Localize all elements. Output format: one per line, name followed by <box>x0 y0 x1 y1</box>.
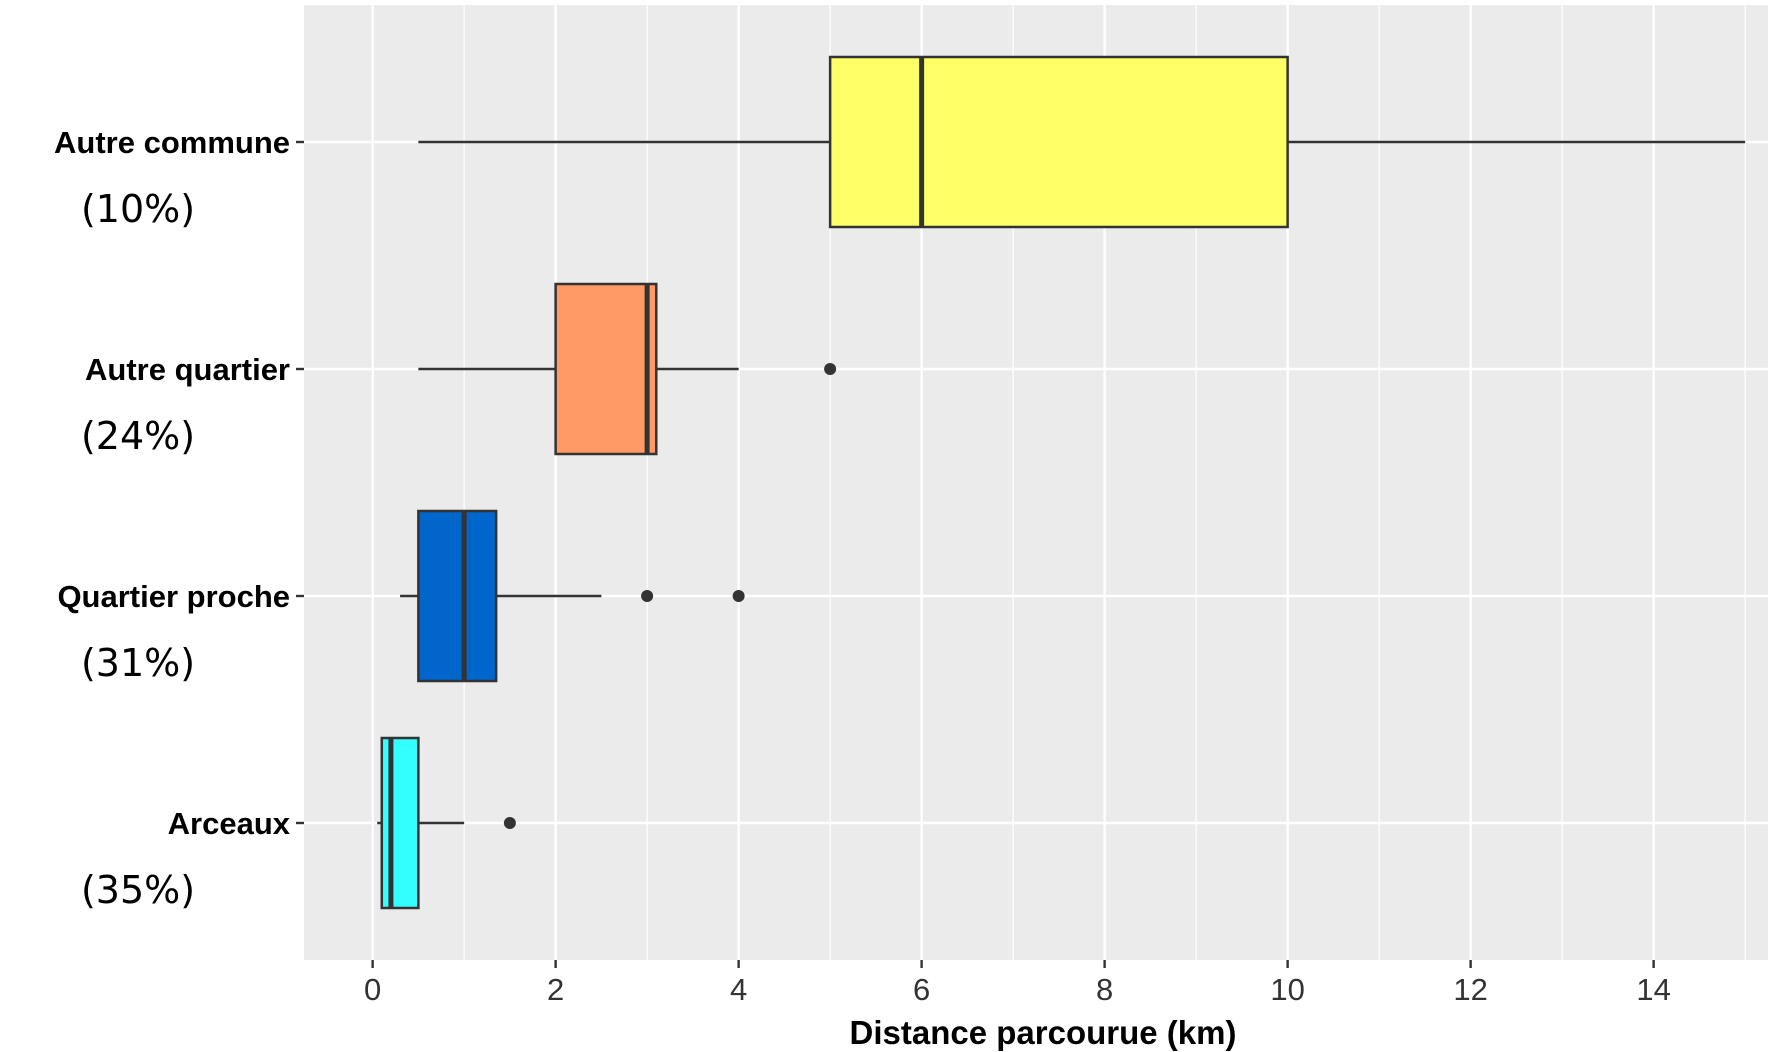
box-autre-quartier <box>418 282 837 456</box>
x-tick-label: 12 <box>1453 972 1487 1007</box>
x-tick-label: 8 <box>1096 972 1113 1007</box>
x-tick-label: 10 <box>1270 972 1304 1007</box>
x-axis: 0 2 4 6 8 10 12 14 <box>364 960 1671 1007</box>
x-tick-label: 4 <box>730 972 747 1007</box>
box-autre-commune <box>418 55 1746 229</box>
category-share-label: (35%) <box>81 868 195 912</box>
category-label: Quartier proche <box>57 579 290 614</box>
category-labels: Autre commune (10%) Autre quartier (24%) Qua… <box>54 125 304 912</box>
category-label: Arceaux <box>168 806 291 841</box>
category-share-label: (10%) <box>81 187 195 231</box>
x-axis-title: Distance parcourue (km) <box>850 1014 1237 1051</box>
category-share-label: (24%) <box>81 414 195 458</box>
outlier-point <box>503 817 516 829</box>
x-tick-label: 14 <box>1636 972 1670 1007</box>
box-quartier-proche <box>400 509 745 683</box>
box-iqr <box>828 55 1289 229</box>
category-label: Autre commune <box>54 125 290 160</box>
x-tick-label: 0 <box>364 972 381 1007</box>
box-iqr <box>554 282 658 456</box>
outlier-point <box>641 590 654 602</box>
box-series <box>377 55 1746 910</box>
outlier-point <box>824 363 837 375</box>
x-tick-label: 6 <box>913 972 930 1007</box>
box-arceaux <box>377 736 516 910</box>
x-tick-label: 2 <box>547 972 564 1007</box>
category-share-label: (31%) <box>81 641 195 685</box>
category-label: Autre quartier <box>85 352 290 387</box>
outlier-point <box>732 590 745 602</box>
box-iqr <box>380 736 420 910</box>
box-iqr <box>417 509 498 683</box>
